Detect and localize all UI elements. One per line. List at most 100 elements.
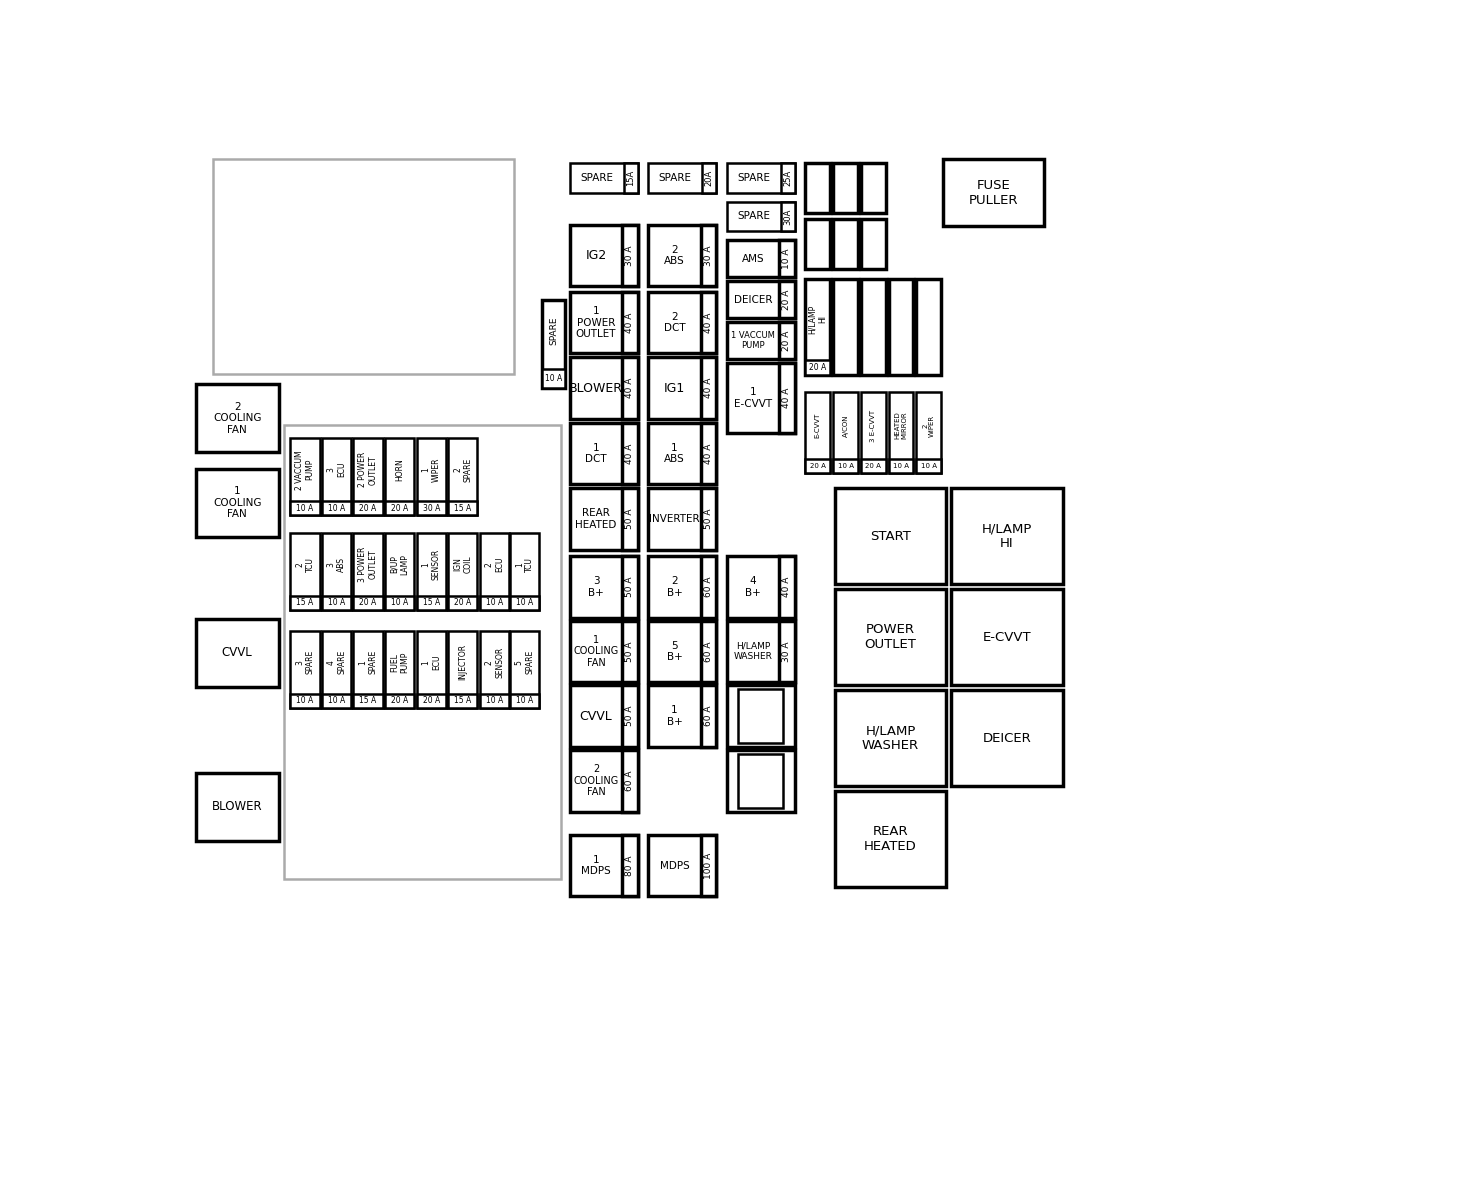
Bar (385, 596, 414, 609)
Bar (510, 533, 539, 609)
Bar (738, 753, 783, 808)
Bar (700, 423, 716, 484)
Bar (570, 292, 638, 353)
Text: A/CON: A/CON (843, 415, 849, 437)
Bar (889, 279, 914, 376)
Text: 20 A: 20 A (783, 331, 792, 351)
Bar (649, 292, 716, 353)
Bar (861, 459, 886, 472)
Bar (290, 631, 320, 707)
Bar (417, 693, 445, 707)
Text: 3 E-CVVT: 3 E-CVVT (870, 410, 876, 442)
Bar (354, 438, 383, 515)
Bar (570, 556, 638, 618)
Bar (727, 556, 794, 618)
Bar (649, 685, 716, 746)
Text: 50 A: 50 A (625, 641, 634, 661)
Bar (700, 224, 716, 287)
Text: 3 POWER
OUTLET: 3 POWER OUTLET (358, 547, 377, 582)
Bar (833, 218, 858, 269)
Bar (448, 596, 478, 609)
Text: 40 A: 40 A (705, 443, 713, 464)
Bar (727, 322, 794, 359)
Bar (196, 619, 279, 687)
Bar (861, 218, 886, 269)
Text: 1
ECU: 1 ECU (422, 654, 441, 670)
Bar (354, 533, 383, 609)
Bar (354, 501, 383, 515)
Bar (448, 693, 478, 707)
Bar (805, 360, 830, 376)
Text: 2
COOLING
FAN: 2 COOLING FAN (573, 764, 619, 797)
Bar (951, 589, 1063, 685)
Text: 60 A: 60 A (705, 706, 713, 726)
Text: START: START (870, 530, 911, 543)
Text: 1
COOLING
FAN: 1 COOLING FAN (212, 487, 261, 520)
Text: 40 A: 40 A (705, 378, 713, 398)
Text: INJECTOR: INJECTOR (458, 644, 467, 680)
Text: CVVL: CVVL (223, 646, 252, 659)
Bar (417, 533, 445, 609)
Bar (448, 501, 478, 515)
Text: 3
ECU: 3 ECU (327, 462, 346, 477)
Text: 20 A: 20 A (865, 463, 881, 469)
Bar (780, 322, 794, 359)
Text: 30A: 30A (783, 208, 792, 224)
Text: SPARE: SPARE (581, 172, 613, 183)
Text: 2
SENSOR: 2 SENSOR (485, 647, 504, 678)
Text: 10 A: 10 A (391, 599, 408, 607)
Bar (622, 685, 638, 746)
Bar (780, 364, 794, 432)
Bar (917, 459, 940, 472)
Text: 20 A: 20 A (391, 697, 408, 705)
Bar (738, 690, 783, 743)
Bar (479, 693, 509, 707)
Bar (781, 202, 794, 231)
Text: DEICER: DEICER (983, 731, 1032, 744)
Bar (622, 556, 638, 618)
Text: SPARE: SPARE (550, 317, 559, 345)
Text: 20A: 20A (705, 170, 713, 187)
Text: 40 A: 40 A (625, 443, 634, 464)
Bar (727, 685, 794, 746)
Text: MDPS: MDPS (660, 861, 690, 870)
Text: 2
WIPER: 2 WIPER (923, 415, 935, 437)
Text: 10 A: 10 A (486, 697, 503, 705)
Text: 2
COOLING
FAN: 2 COOLING FAN (212, 402, 261, 435)
Bar (727, 281, 794, 318)
Text: 5
B+: 5 B+ (666, 640, 682, 663)
Text: DEICER: DEICER (734, 294, 772, 305)
Bar (570, 423, 638, 484)
Bar (834, 690, 946, 787)
Text: IG2: IG2 (585, 249, 607, 262)
Text: 60 A: 60 A (625, 770, 634, 791)
Text: 10 A: 10 A (893, 463, 909, 469)
Text: 2
DCT: 2 DCT (663, 312, 685, 333)
Bar (290, 693, 320, 707)
Bar (385, 501, 414, 515)
Bar (284, 425, 562, 880)
Text: 20 A: 20 A (360, 504, 377, 513)
Bar (622, 423, 638, 484)
Bar (833, 279, 858, 376)
Bar (649, 621, 716, 683)
Bar (861, 163, 886, 214)
Text: 5
SPARE: 5 SPARE (514, 650, 534, 674)
Bar (834, 488, 946, 585)
Bar (542, 300, 565, 389)
Text: SPARE: SPARE (737, 172, 771, 183)
Bar (805, 218, 830, 269)
Text: 1 VACCUM
PUMP: 1 VACCUM PUMP (731, 331, 775, 350)
Text: 1
ABS: 1 ABS (665, 443, 685, 464)
Text: 50 A: 50 A (625, 706, 634, 726)
Bar (385, 693, 414, 707)
Bar (700, 621, 716, 683)
Bar (649, 423, 716, 484)
Text: 40 A: 40 A (625, 378, 634, 398)
Text: 40 A: 40 A (705, 313, 713, 333)
Text: 1
DCT: 1 DCT (585, 443, 607, 464)
Bar (321, 501, 351, 515)
Text: BLOWER: BLOWER (569, 381, 624, 394)
Bar (700, 835, 716, 896)
Text: AMS: AMS (741, 254, 765, 263)
